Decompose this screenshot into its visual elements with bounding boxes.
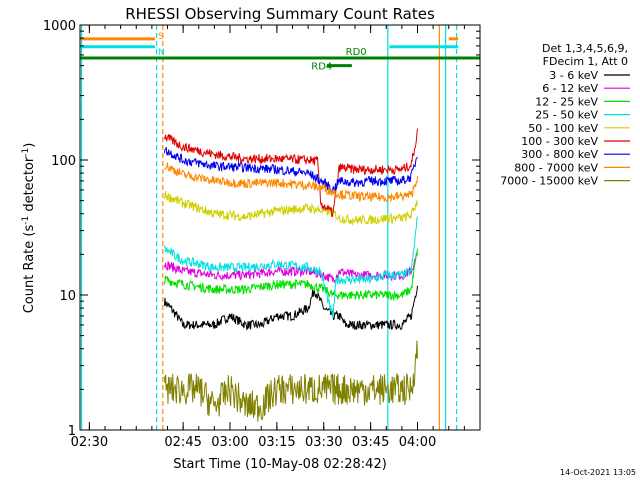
series-line-2	[163, 248, 418, 302]
y-tick-label-3: 1000	[43, 19, 76, 34]
flag-label-RD4: RD4	[311, 61, 332, 72]
series-line-8	[163, 340, 418, 422]
legend-label-8: 7000 - 15000 keV	[500, 175, 598, 188]
y-axis: 1 10 100 1000	[43, 19, 480, 439]
x-tick-label-1: 02:45	[164, 435, 201, 450]
x-axis-label: Start Time (10-May-08 02:28:42)	[173, 457, 387, 472]
y-tick-label-2: 100	[51, 154, 76, 169]
y-axis-label: Count Rate (s-1 detector-1)	[21, 143, 37, 314]
legend-label-6: 300 - 800 keV	[521, 148, 598, 161]
x-tick-label-5: 03:45	[352, 435, 389, 450]
x-tick-label-2: 03:00	[211, 435, 248, 450]
x-tick-label-6: 04:00	[399, 435, 436, 450]
legend-label-1: 6 - 12 keV	[542, 82, 598, 95]
series-line-6	[163, 146, 418, 194]
y-tick-label-1: 10	[59, 289, 76, 304]
legend-label-2: 12 - 25 keV	[535, 95, 598, 108]
series-line-1	[163, 251, 418, 283]
legend-label-0: 3 - 6 keV	[549, 69, 598, 82]
series-line-7	[164, 162, 418, 203]
x-tick-label-0: 02:30	[71, 435, 108, 450]
series-line-0	[163, 285, 418, 331]
legend: Det 1,3,4,5,6,9, FDecim 1, Att 0 3 - 6 k…	[500, 42, 630, 188]
timestamp: 14-Oct-2021 13:05	[560, 468, 636, 477]
flag-label-S: S	[158, 32, 164, 42]
legend-label-7: 800 - 7000 keV	[514, 161, 598, 174]
plot-frame	[79, 24, 481, 431]
legend-label-3: 25 - 50 keV	[535, 109, 598, 122]
series-line-5	[163, 128, 418, 218]
x-tick-label-4: 03:30	[305, 435, 342, 450]
flag-label-RD0: RD0	[346, 47, 367, 58]
legend-header-line-2: FDecim 1, Att 0	[543, 55, 628, 68]
x-axis: 02:30 02:45 03:00 03:15 03:30 03:45 04:00	[71, 25, 465, 450]
series-line-4	[163, 191, 418, 227]
y-tick-label-0: 1	[68, 424, 76, 439]
chart-title: RHESSI Observing Summary Count Rates	[125, 5, 435, 23]
legend-label-4: 50 - 100 keV	[528, 122, 598, 135]
x-tick-label-3: 03:15	[258, 435, 295, 450]
series-line-3	[163, 216, 418, 318]
legend-header-line-1: Det 1,3,4,5,6,9,	[542, 42, 628, 55]
plot-area: SN RD0 RD4	[80, 25, 480, 430]
flag-label-N: N	[158, 48, 165, 58]
legend-label-5: 100 - 300 keV	[521, 135, 598, 148]
